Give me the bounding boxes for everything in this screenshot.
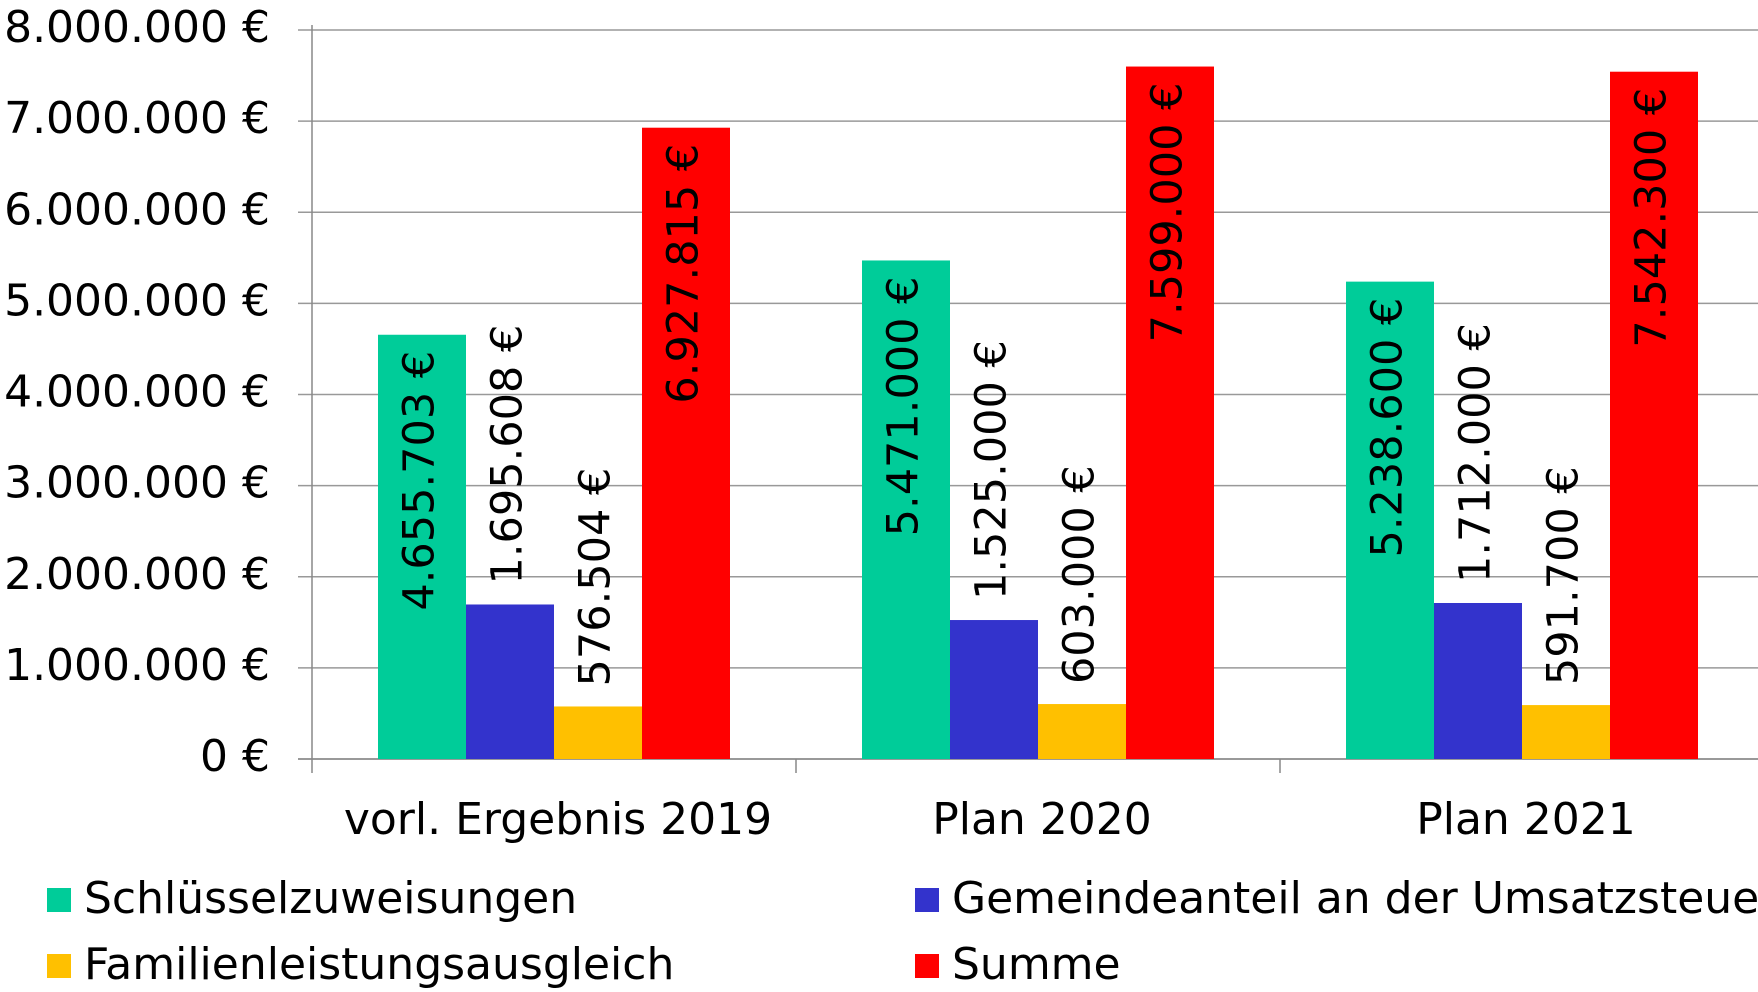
y-tick-label: 4.000.000 € <box>4 367 270 418</box>
y-tick-label: 1.000.000 € <box>4 640 270 691</box>
x-tick-label: vorl. Ergebnis 2019 <box>344 794 772 845</box>
data-label: 591.700 € <box>1539 466 1589 685</box>
x-tick-label: Plan 2020 <box>932 794 1152 845</box>
bar <box>466 604 554 759</box>
bar <box>1434 602 1522 759</box>
y-tick-label: 5.000.000 € <box>4 275 270 326</box>
legend-swatch <box>47 888 71 912</box>
bar <box>554 706 642 759</box>
bar <box>1126 66 1214 759</box>
y-tick-label: 6.000.000 € <box>4 184 270 235</box>
data-label: 576.504 € <box>571 468 621 687</box>
bar <box>1610 71 1698 760</box>
data-label: 7.599.000 € <box>1143 83 1193 343</box>
data-label: 5.471.000 € <box>879 276 929 536</box>
bar <box>1522 705 1610 759</box>
bar <box>378 334 466 759</box>
y-tick-label: 0 € <box>200 731 270 782</box>
bar <box>1038 704 1126 759</box>
legend-label: Summe <box>952 939 1121 990</box>
bar <box>1346 281 1434 759</box>
data-label: 5.238.600 € <box>1363 298 1413 558</box>
y-tick-label: 3.000.000 € <box>4 458 270 509</box>
y-tick-label: 7.000.000 € <box>4 93 270 144</box>
legend-swatch <box>915 954 939 978</box>
bar <box>950 620 1038 759</box>
legend-swatch <box>915 888 939 912</box>
legend-label: Gemeindeanteil an der Umsatzsteuer <box>952 873 1758 924</box>
data-label: 1.695.608 € <box>483 325 533 585</box>
legend-swatch <box>47 954 71 978</box>
x-tick-label: Plan 2021 <box>1416 794 1636 845</box>
legend-label: Familienleistungsausgleich <box>84 939 674 990</box>
bar <box>862 260 950 759</box>
data-label: 1.712.000 € <box>1451 323 1501 583</box>
y-tick-label: 8.000.000 € <box>4 2 270 53</box>
data-label: 1.525.000 € <box>967 340 1017 600</box>
data-label: 603.000 € <box>1055 465 1105 684</box>
bar <box>642 127 730 759</box>
y-tick-label: 2.000.000 € <box>4 549 270 600</box>
data-label: 4.655.703 € <box>395 351 445 611</box>
data-label: 7.542.300 € <box>1627 88 1677 348</box>
data-label: 6.927.815 € <box>659 144 709 404</box>
legend-label: Schlüsselzuweisungen <box>84 873 577 924</box>
